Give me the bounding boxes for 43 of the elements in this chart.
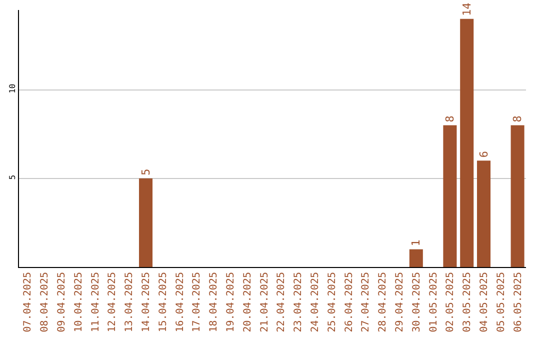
x-tick-label: 01.05.2025: [428, 272, 440, 332]
bar: [138, 178, 153, 267]
x-tick-label: 14.04.2025: [141, 272, 152, 332]
x-tick-label: 20.04.2025: [242, 272, 254, 332]
x-tick-label: 05.05.2025: [496, 272, 507, 332]
data-label: 8: [511, 116, 524, 122]
x-tick-label: 26.04.2025: [344, 272, 355, 332]
x-tick-label: 30.04.2025: [411, 272, 422, 332]
data-label: 6: [477, 151, 490, 158]
x-tick-label: 24.04.2025: [310, 272, 321, 332]
x-tick-label: 04.05.2025: [479, 272, 490, 332]
x-tick-label: 02.05.2025: [445, 272, 456, 332]
y-tick-label: 10: [8, 84, 17, 94]
x-tick-label: 28.04.2025: [378, 272, 389, 332]
x-tick-label: 03.05.2025: [462, 272, 474, 332]
data-label: 1: [410, 240, 423, 246]
x-tick-label: 13.04.2025: [124, 272, 136, 332]
x-tick-label: 18.04.2025: [208, 272, 220, 332]
bar: [476, 160, 491, 267]
x-tick-label: 15.04.2025: [158, 272, 169, 332]
x-tick-label: 29.04.2025: [394, 272, 406, 332]
x-tick-label: 12.04.2025: [107, 272, 118, 332]
bar: [510, 125, 524, 267]
x-tick-label: 11.04.2025: [90, 272, 102, 332]
bar: [443, 125, 457, 267]
x-tick-label: 17.04.2025: [192, 272, 203, 332]
bar: [460, 18, 474, 267]
x-tick-label: 19.04.2025: [226, 272, 236, 332]
x-tick-label: 25.04.2025: [326, 272, 338, 332]
x-tick-label: 16.04.2025: [174, 272, 186, 332]
x-tick-label: 09.04.2025: [56, 272, 68, 332]
bar: [409, 249, 423, 267]
x-tick-label: 21.04.2025: [259, 272, 270, 332]
x-tick-label: 27.04.2025: [360, 272, 372, 332]
data-label: 8: [443, 116, 456, 122]
data-label: 14: [460, 2, 474, 16]
x-tick-label: 07.04.2025: [22, 272, 34, 332]
data-label: 5: [139, 168, 152, 176]
x-tick-label: 23.04.2025: [293, 272, 304, 332]
x-tick-label: 06.05.2025: [512, 272, 524, 332]
x-tick-label: 22.04.2025: [276, 272, 288, 332]
x-tick-label: 10.04.2025: [73, 272, 84, 332]
x-tick-label: 08.04.2025: [40, 272, 51, 332]
